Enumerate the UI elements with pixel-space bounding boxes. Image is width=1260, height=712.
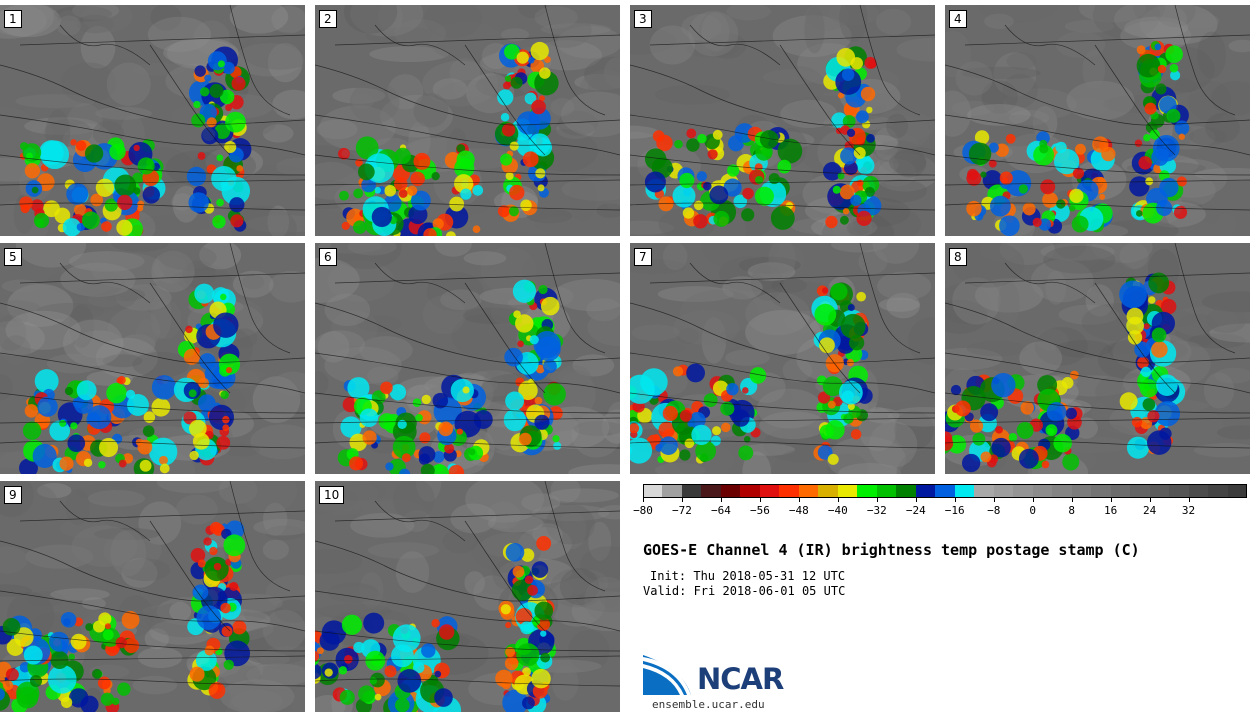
colorbar-tick (1149, 498, 1151, 502)
colorbar-tick-label: 8 (1068, 504, 1075, 517)
satellite-image (0, 243, 305, 474)
satellite-image (630, 243, 935, 474)
panel-number-label: 6 (319, 248, 337, 266)
figure-title: GOES-E Channel 4 (IR) brightness temp po… (643, 541, 1140, 559)
map-panel-1: 1 (0, 5, 305, 236)
panel-number-label: 10 (319, 486, 345, 504)
colorbar-tick-label: −72 (672, 504, 692, 517)
colorbar-tick (837, 498, 839, 502)
panel-number-label: 5 (4, 248, 22, 266)
colorbar-swatch (818, 484, 839, 498)
satellite-image (0, 5, 305, 236)
panel-number-label: 4 (949, 10, 967, 28)
colorbar-swatch (1149, 484, 1170, 498)
satellite-image (945, 243, 1250, 474)
colorbar-swatch (1052, 484, 1073, 498)
colorbar-swatch (1130, 484, 1151, 498)
colorbar-swatch (701, 484, 722, 498)
colorbar-swatch (837, 484, 858, 498)
colorbar-tick-label: −16 (944, 504, 965, 517)
colorbar-swatch (643, 484, 663, 498)
panel-number-label: 3 (634, 10, 652, 28)
colorbar-swatch (662, 484, 683, 498)
colorbar-tick (759, 498, 761, 502)
colorbar-tick-label: 24 (1142, 504, 1157, 517)
colorbar-tick (1188, 498, 1190, 502)
satellite-image (315, 481, 620, 712)
colorbar-swatch (1091, 484, 1112, 498)
colorbar-frame (643, 484, 1247, 498)
panel-number-label: 1 (4, 10, 22, 28)
colorbar-tick-label: −24 (905, 504, 926, 517)
map-panel-7: 7 (630, 243, 935, 474)
colorbar-swatch (798, 484, 819, 498)
colorbar-swatch (954, 484, 975, 498)
colorbar-tick-label: −8 (987, 504, 1001, 517)
colorbar-swatch (876, 484, 897, 498)
colorbar-swatch (1110, 484, 1131, 498)
colorbar-swatch (740, 484, 761, 498)
colorbar-tick (1071, 498, 1073, 502)
satellite-image (315, 243, 620, 474)
satellite-image (945, 5, 1250, 236)
colorbar-tick-label: −64 (710, 504, 731, 517)
colorbar-tick (993, 498, 995, 502)
colorbar-tick-label: −80 (633, 504, 653, 517)
colorbar-tick-label: −40 (827, 504, 848, 517)
colorbar-tick (798, 498, 800, 502)
valid-time: Valid: Fri 2018-06-01 05 UTC (643, 584, 846, 598)
colorbar-swatch (935, 484, 956, 498)
colorbar-swatch (1032, 484, 1053, 498)
panel-number-label: 2 (319, 10, 337, 28)
colorbar-tick-label: −48 (788, 504, 809, 517)
logo-text: NCAR (697, 662, 784, 696)
colorbar-swatch (974, 484, 995, 498)
map-panel-6: 6 (315, 243, 620, 474)
colorbar-tick-label: 16 (1103, 504, 1118, 517)
colorbar-tick (1032, 498, 1034, 502)
panel-number-label: 9 (4, 486, 22, 504)
colorbar-tick (876, 498, 878, 502)
colorbar-swatch (1169, 484, 1190, 498)
map-panel-3: 3 (630, 5, 935, 236)
colorbar-swatch (1227, 484, 1248, 498)
map-panel-8: 8 (945, 243, 1250, 474)
colorbar-tick-label: 32 (1181, 504, 1196, 517)
colorbar-swatch (1208, 484, 1228, 498)
colorbar-swatch (993, 484, 1014, 498)
colorbar-tick (1110, 498, 1112, 502)
map-panel-2: 2 (315, 5, 620, 236)
colorbar-swatch (759, 484, 780, 498)
colorbar-swatch (1188, 484, 1209, 498)
colorbar: −80 −72 −64 −56 −48 −40 −32 −24 −16 −8 0 8 16 24 32 (633, 484, 1248, 520)
colorbar-tick-label: 0 (1029, 504, 1036, 517)
site-url: ensemble.ucar.edu (652, 698, 765, 711)
colorbar-swatch (681, 484, 702, 498)
map-panel-4: 4 (945, 5, 1250, 236)
map-panel-5: 5 (0, 243, 305, 474)
satellite-image (630, 5, 935, 236)
map-panel-9: 9 (0, 481, 305, 712)
colorbar-tick (915, 498, 917, 502)
ncar-logo-icon (643, 655, 691, 695)
colorbar-tick (643, 498, 644, 502)
panel-number-label: 7 (634, 248, 652, 266)
colorbar-swatch (915, 484, 936, 498)
colorbar-tick (954, 498, 956, 502)
colorbar-tick (681, 498, 683, 502)
colorbar-swatch (857, 484, 878, 498)
colorbar-tick (720, 498, 722, 502)
colorbar-tick-label: −56 (749, 504, 770, 517)
colorbar-swatch (1013, 484, 1034, 498)
satellite-image (0, 481, 305, 712)
init-time: Init: Thu 2018-05-31 12 UTC (650, 569, 846, 583)
map-panel-10: 10 (315, 481, 620, 712)
colorbar-swatch (896, 484, 917, 498)
satellite-image (315, 5, 620, 236)
panel-number-label: 8 (949, 248, 967, 266)
colorbar-swatch (1071, 484, 1092, 498)
colorbar-swatch (779, 484, 800, 498)
colorbar-tick-label: −32 (866, 504, 887, 517)
colorbar-swatch (720, 484, 741, 498)
